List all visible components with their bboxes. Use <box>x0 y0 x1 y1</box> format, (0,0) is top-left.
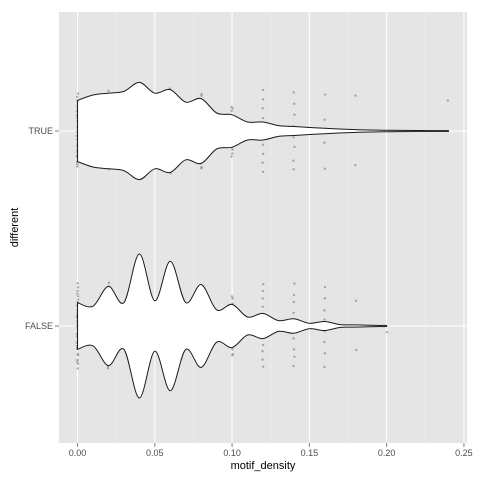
data-point <box>261 88 265 92</box>
data-point <box>76 367 79 370</box>
data-point <box>231 148 234 151</box>
plot-panel <box>59 12 467 443</box>
violin-true <box>77 81 449 181</box>
data-point <box>231 297 234 300</box>
data-point <box>385 331 389 334</box>
data-point <box>292 300 296 304</box>
data-point <box>323 340 326 344</box>
data-point <box>261 297 264 300</box>
data-point <box>261 289 265 293</box>
data-point <box>231 152 234 155</box>
data-point <box>354 94 357 97</box>
data-point <box>76 298 80 301</box>
data-point <box>293 355 296 358</box>
data-point <box>323 285 327 289</box>
data-point <box>230 105 233 109</box>
y-tick-label: FALSE <box>25 321 53 331</box>
data-point <box>323 118 326 121</box>
y-axis: FALSE TRUE <box>25 126 59 331</box>
data-point <box>76 362 80 366</box>
data-point <box>261 161 264 164</box>
data-point <box>261 365 265 368</box>
x-tick-label: 0.25 <box>455 448 473 458</box>
data-point <box>200 167 203 170</box>
data-point <box>76 352 80 356</box>
data-point <box>292 337 295 340</box>
data-point <box>76 358 79 361</box>
data-point <box>76 292 79 295</box>
data-point <box>106 366 110 370</box>
x-tick-label: 0.00 <box>69 448 87 458</box>
data-point <box>354 163 357 167</box>
data-point <box>261 98 265 101</box>
x-axis: 0.00 0.05 0.10 0.15 0.20 0.25 <box>69 443 473 458</box>
data-point <box>323 167 327 170</box>
data-point <box>323 352 327 355</box>
data-point <box>261 107 264 110</box>
data-point <box>231 354 234 357</box>
data-point <box>76 165 79 168</box>
data-point <box>324 93 327 96</box>
data-point <box>200 165 203 169</box>
x-tick-label: 0.05 <box>146 448 164 458</box>
data-point <box>292 91 296 94</box>
data-point <box>261 152 265 156</box>
data-point <box>76 163 79 166</box>
data-point <box>231 353 234 356</box>
data-point <box>261 350 264 353</box>
data-point <box>261 116 265 120</box>
data-point <box>231 348 234 351</box>
data-point <box>261 358 264 361</box>
data-point <box>107 89 110 93</box>
data-point <box>200 94 203 98</box>
data-point <box>292 311 295 315</box>
data-point <box>75 95 79 99</box>
data-point <box>292 293 296 297</box>
data-point <box>292 364 295 368</box>
data-point <box>323 297 327 300</box>
x-axis-title: motif_density <box>231 460 296 472</box>
data-point <box>261 143 265 146</box>
data-point <box>107 281 111 284</box>
data-point <box>200 92 203 96</box>
data-point <box>293 113 296 116</box>
data-point <box>261 343 265 347</box>
data-point <box>292 348 296 351</box>
y-axis-title: different <box>9 208 21 248</box>
data-point <box>355 348 358 352</box>
data-point <box>446 99 450 102</box>
data-point <box>261 170 265 174</box>
violins <box>77 81 449 399</box>
data-point <box>292 136 295 139</box>
x-tick-label: 0.10 <box>223 448 241 458</box>
data-point <box>76 295 80 298</box>
data-point <box>323 365 326 369</box>
data-point <box>292 159 295 162</box>
x-tick-label: 0.15 <box>301 448 319 458</box>
data-point <box>323 141 326 144</box>
data-point <box>76 282 79 285</box>
x-tick-label: 0.20 <box>378 448 396 458</box>
data-point <box>76 92 80 95</box>
data-point <box>293 145 296 149</box>
data-point <box>230 155 233 158</box>
data-point <box>262 282 265 286</box>
violin-false <box>77 253 388 399</box>
data-point <box>323 309 326 312</box>
data-point <box>230 295 234 298</box>
data-point <box>293 102 296 106</box>
data-point <box>76 354 80 357</box>
data-point <box>76 289 79 293</box>
data-point <box>354 299 358 303</box>
data-point <box>293 282 296 285</box>
data-point <box>230 109 233 113</box>
data-point <box>261 305 264 308</box>
data-point <box>323 318 326 321</box>
y-tick-label: TRUE <box>29 126 54 136</box>
data-point <box>76 286 80 289</box>
data-point <box>292 168 295 171</box>
data-point <box>231 107 234 110</box>
data-point <box>76 360 79 363</box>
